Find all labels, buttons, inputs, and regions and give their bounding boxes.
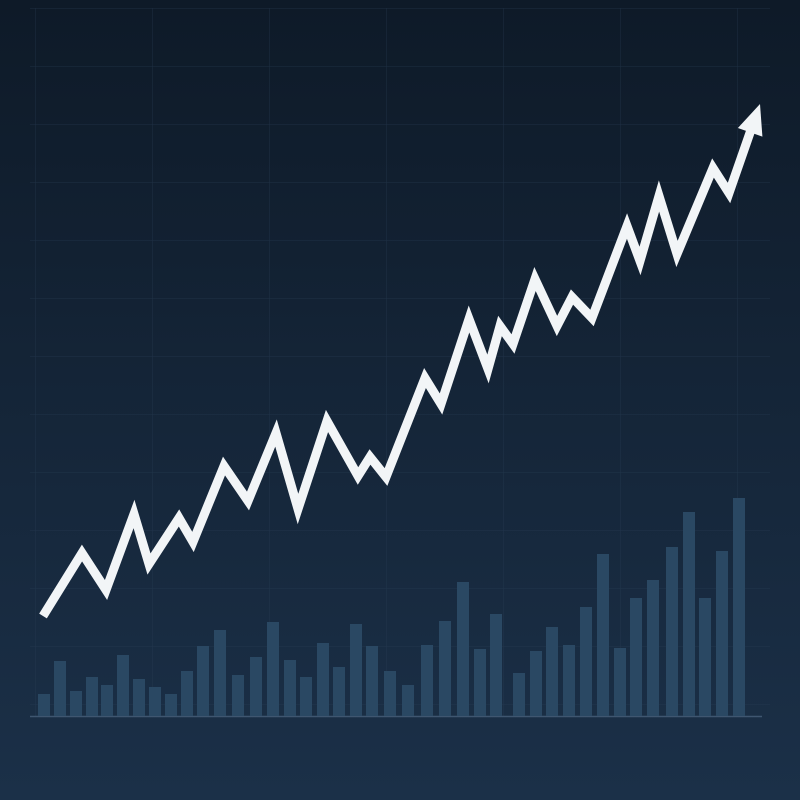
bar <box>70 691 82 716</box>
arrow-head <box>737 104 763 137</box>
bar <box>333 667 345 716</box>
bar <box>699 598 711 716</box>
bar <box>284 660 296 716</box>
bar <box>402 685 414 716</box>
trend-line <box>39 127 756 619</box>
bar <box>350 624 362 716</box>
bar <box>38 694 50 716</box>
background-grid <box>30 8 770 716</box>
bar <box>250 657 262 716</box>
bar <box>214 630 226 716</box>
bar <box>580 607 592 716</box>
bar <box>513 673 525 716</box>
bar <box>133 679 145 716</box>
bar <box>232 675 244 716</box>
bar <box>197 646 209 716</box>
bar <box>117 655 129 716</box>
bar <box>439 621 451 716</box>
line-group <box>39 104 763 619</box>
bar <box>101 685 113 716</box>
bar <box>647 580 659 716</box>
bar <box>181 671 193 716</box>
bar <box>683 512 695 716</box>
bar <box>421 645 433 716</box>
bar <box>457 582 469 716</box>
bar <box>666 547 678 716</box>
bar <box>733 498 745 716</box>
bar <box>597 554 609 716</box>
bar <box>317 643 329 716</box>
bar <box>563 645 575 716</box>
bar <box>530 651 542 716</box>
bar <box>149 687 161 716</box>
bar <box>384 671 396 716</box>
bar <box>490 614 502 716</box>
bar-group <box>38 498 745 716</box>
bar <box>614 648 626 716</box>
bar <box>366 646 378 716</box>
bar <box>300 677 312 716</box>
bar <box>546 627 558 716</box>
bar <box>165 694 177 716</box>
bar <box>716 551 728 716</box>
bar <box>267 622 279 716</box>
bar <box>630 598 642 716</box>
bar <box>86 677 98 716</box>
bar <box>474 649 486 716</box>
bar <box>54 661 66 716</box>
